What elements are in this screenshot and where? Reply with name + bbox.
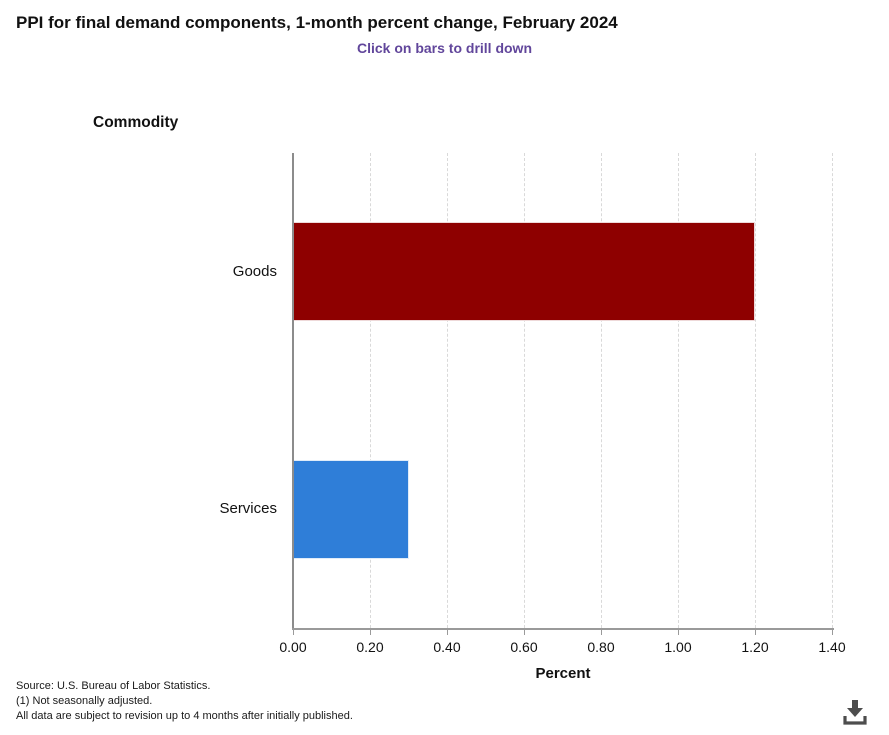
footnote-revision: All data are subject to revision up to 4… <box>16 710 353 722</box>
x-tick-label-1.20: 1.20 <box>741 639 769 655</box>
chart-footnotes: Source: U.S. Bureau of Labor Statistics.… <box>16 679 353 724</box>
category-label-goods: Goods <box>232 262 277 280</box>
y-axis-title: Commodity <box>93 114 179 131</box>
bar-services[interactable] <box>293 459 409 559</box>
download-button[interactable] <box>839 697 871 729</box>
download-icon <box>843 700 867 725</box>
x-tickmark-0.60 <box>524 630 525 635</box>
gridline-1.40 <box>832 153 833 628</box>
bar-goods[interactable] <box>293 222 755 322</box>
x-axis-line <box>292 628 834 630</box>
gridline-0.40 <box>447 153 448 628</box>
x-tick-label-0.80: 0.80 <box>587 639 615 655</box>
gridline-1.20 <box>755 153 756 628</box>
x-tick-label-0.60: 0.60 <box>510 639 538 655</box>
x-tickmark-0.80 <box>601 630 602 635</box>
x-tick-label-1.40: 1.40 <box>818 639 846 655</box>
x-tickmark-0.40 <box>447 630 448 635</box>
x-axis-title: Percent <box>535 665 591 682</box>
gridline-1.00 <box>678 153 679 628</box>
x-tick-label-1.00: 1.00 <box>664 639 692 655</box>
x-tick-label-0.20: 0.20 <box>356 639 384 655</box>
gridline-0.80 <box>601 153 602 628</box>
x-tick-label-0.00: 0.00 <box>279 639 307 655</box>
gridline-0.20 <box>370 153 371 628</box>
chart-title: PPI for final demand components, 1-month… <box>16 13 618 32</box>
x-tickmark-0.20 <box>370 630 371 635</box>
gridline-0.60 <box>524 153 525 628</box>
y-axis-line <box>292 153 294 628</box>
x-tickmark-0.00 <box>293 630 294 635</box>
category-label-services: Services <box>219 500 277 518</box>
plot-area <box>293 153 833 628</box>
x-tickmark-1.00 <box>678 630 679 635</box>
footnote-adjustment: (1) Not seasonally adjusted. <box>16 695 153 707</box>
x-tickmark-1.40 <box>832 630 833 635</box>
x-tick-label-0.40: 0.40 <box>433 639 461 655</box>
x-tickmark-1.20 <box>755 630 756 635</box>
chart-subtitle: Click on bars to drill down <box>356 40 532 56</box>
footnote-source: Source: U.S. Bureau of Labor Statistics. <box>16 680 211 692</box>
